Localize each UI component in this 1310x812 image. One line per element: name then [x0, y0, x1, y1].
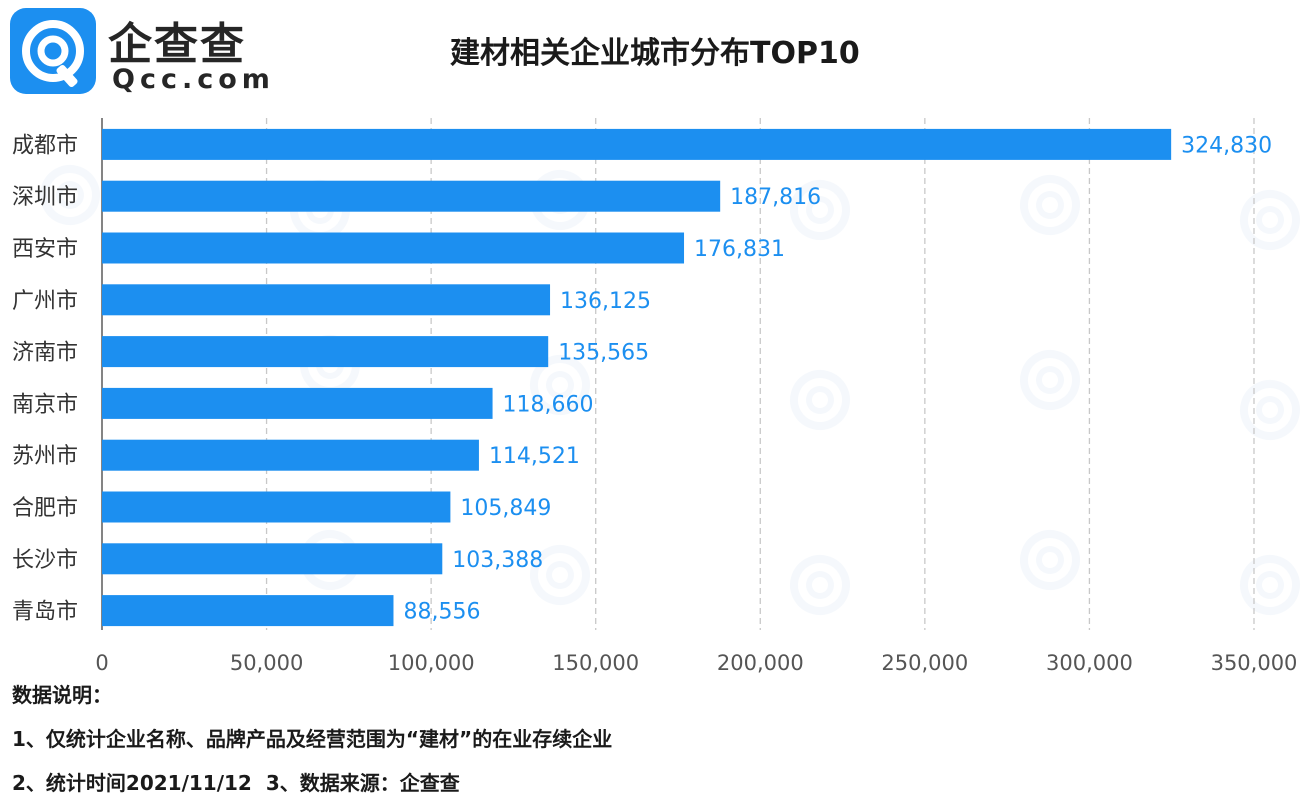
- value-label: 324,830: [1181, 133, 1272, 158]
- value-label: 105,849: [460, 496, 551, 521]
- category-label: 合肥市: [12, 496, 78, 521]
- category-label: 广州市: [12, 289, 78, 314]
- x-tick-label: 100,000: [388, 651, 475, 675]
- watermark-logo-icon: [1020, 350, 1080, 410]
- watermark-logo-icon: [790, 555, 850, 615]
- watermark-logo-icon: [1020, 175, 1080, 235]
- bar: [102, 284, 551, 316]
- value-label: 103,388: [452, 548, 543, 573]
- watermark-logo-icon: [1240, 190, 1300, 250]
- bar: [102, 491, 451, 523]
- x-tick-label: 250,000: [881, 651, 968, 675]
- bar: [102, 232, 685, 264]
- watermark-logo-icon: [1240, 380, 1300, 440]
- value-label: 135,565: [558, 341, 649, 366]
- category-label: 长沙市: [12, 548, 78, 573]
- x-tick-label: 300,000: [1046, 651, 1133, 675]
- category-label: 南京市: [12, 392, 78, 417]
- bar: [102, 595, 394, 627]
- category-label: 青岛市: [12, 600, 78, 625]
- watermark-logo-icon: [530, 545, 590, 605]
- bar: [102, 543, 443, 575]
- watermark-logo-icon: [40, 165, 100, 225]
- value-label: 118,660: [503, 392, 594, 417]
- bar: [102, 128, 1172, 160]
- notes-heading: 数据说明：: [12, 683, 112, 707]
- category-label: 苏州市: [12, 444, 78, 469]
- logo-english-text: Qcc.com: [112, 64, 275, 95]
- qcc-logo-icon: [10, 8, 96, 94]
- x-tick-label: 50,000: [230, 651, 303, 675]
- category-label: 济南市: [12, 341, 78, 366]
- watermark-logo-icon: [790, 180, 850, 240]
- x-tick-label: 350,000: [1211, 651, 1298, 675]
- value-label: 136,125: [560, 289, 651, 314]
- category-label: 深圳市: [12, 185, 78, 210]
- bar: [102, 439, 479, 471]
- notes-line-1: 1、仅统计企业名称、品牌产品及经营范围为“建材”的在业存续企业: [12, 727, 613, 751]
- data-notes: 数据说明： 1、仅统计企业名称、品牌产品及经营范围为“建材”的在业存续企业 2、…: [12, 680, 612, 812]
- category-label: 西安市: [12, 237, 78, 262]
- x-tick-label: 150,000: [552, 651, 639, 675]
- bars: [102, 128, 1172, 627]
- qcc-logo: 企查查 Qcc.com: [8, 6, 270, 98]
- bar: [102, 387, 493, 419]
- watermark-logo-icon: [1020, 530, 1080, 590]
- notes-line-2: 2、统计时间2021/11/12 3、数据来源：企查查: [12, 768, 612, 812]
- value-label: 114,521: [489, 444, 580, 469]
- value-label: 176,831: [694, 237, 785, 262]
- notes-source: 3、数据来源：企查查: [265, 771, 460, 795]
- value-label: 88,556: [403, 600, 480, 625]
- chart-title: 建材相关企业城市分布TOP10: [450, 36, 860, 71]
- logo-chinese-text: 企查查: [108, 19, 246, 70]
- bar-chart: 0 50,000 100,000 150,000 200,000 250,000 300,0…: [12, 118, 1300, 675]
- notes-date: 2、统计时间2021/11/12: [12, 771, 252, 795]
- bar: [102, 336, 549, 368]
- watermark-logo-icon: [1240, 555, 1300, 615]
- bar: [102, 180, 721, 212]
- value-label: 187,816: [730, 185, 821, 210]
- labels: 0 50,000 100,000 150,000 200,000 250,000 300,0…: [12, 133, 1297, 675]
- watermark-logo-icon: [790, 370, 850, 430]
- x-tick-label: 200,000: [717, 651, 804, 675]
- x-tick-label: 0: [95, 651, 108, 675]
- category-label: 成都市: [12, 133, 78, 158]
